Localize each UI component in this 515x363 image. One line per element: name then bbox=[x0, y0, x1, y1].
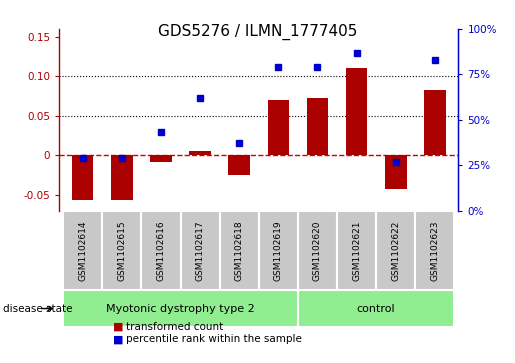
Text: ■: ■ bbox=[113, 334, 124, 344]
Text: GSM1102618: GSM1102618 bbox=[235, 220, 244, 281]
Text: GDS5276 / ILMN_1777405: GDS5276 / ILMN_1777405 bbox=[158, 24, 357, 40]
Text: control: control bbox=[357, 303, 396, 314]
Bar bbox=[220, 211, 259, 290]
Text: GSM1102617: GSM1102617 bbox=[196, 220, 204, 281]
Text: GSM1102620: GSM1102620 bbox=[313, 220, 322, 281]
Bar bbox=[63, 211, 102, 290]
Text: Myotonic dystrophy type 2: Myotonic dystrophy type 2 bbox=[106, 303, 255, 314]
Bar bbox=[150, 155, 171, 162]
Text: GSM1102615: GSM1102615 bbox=[117, 220, 126, 281]
Text: GSM1102621: GSM1102621 bbox=[352, 220, 361, 281]
Text: transformed count: transformed count bbox=[126, 322, 224, 332]
Text: disease state: disease state bbox=[3, 303, 72, 314]
Bar bbox=[63, 290, 298, 327]
Bar bbox=[102, 211, 142, 290]
Text: GSM1102622: GSM1102622 bbox=[391, 220, 400, 281]
Bar bbox=[337, 211, 376, 290]
Text: GSM1102619: GSM1102619 bbox=[274, 220, 283, 281]
Bar bbox=[111, 155, 132, 200]
Bar bbox=[376, 211, 415, 290]
Bar bbox=[424, 90, 445, 155]
Bar bbox=[229, 155, 250, 175]
Bar bbox=[385, 155, 406, 189]
Bar bbox=[181, 211, 220, 290]
Bar bbox=[259, 211, 298, 290]
Bar bbox=[268, 100, 289, 155]
Bar bbox=[298, 290, 454, 327]
Bar bbox=[346, 69, 367, 155]
Text: ■: ■ bbox=[113, 322, 124, 332]
Bar bbox=[415, 211, 454, 290]
Text: GSM1102623: GSM1102623 bbox=[431, 220, 439, 281]
Bar bbox=[190, 151, 211, 155]
Text: GSM1102614: GSM1102614 bbox=[78, 220, 87, 281]
Bar bbox=[72, 155, 93, 200]
Bar bbox=[307, 98, 328, 155]
Text: GSM1102616: GSM1102616 bbox=[157, 220, 165, 281]
Text: percentile rank within the sample: percentile rank within the sample bbox=[126, 334, 302, 344]
Bar bbox=[298, 211, 337, 290]
Bar bbox=[142, 211, 181, 290]
